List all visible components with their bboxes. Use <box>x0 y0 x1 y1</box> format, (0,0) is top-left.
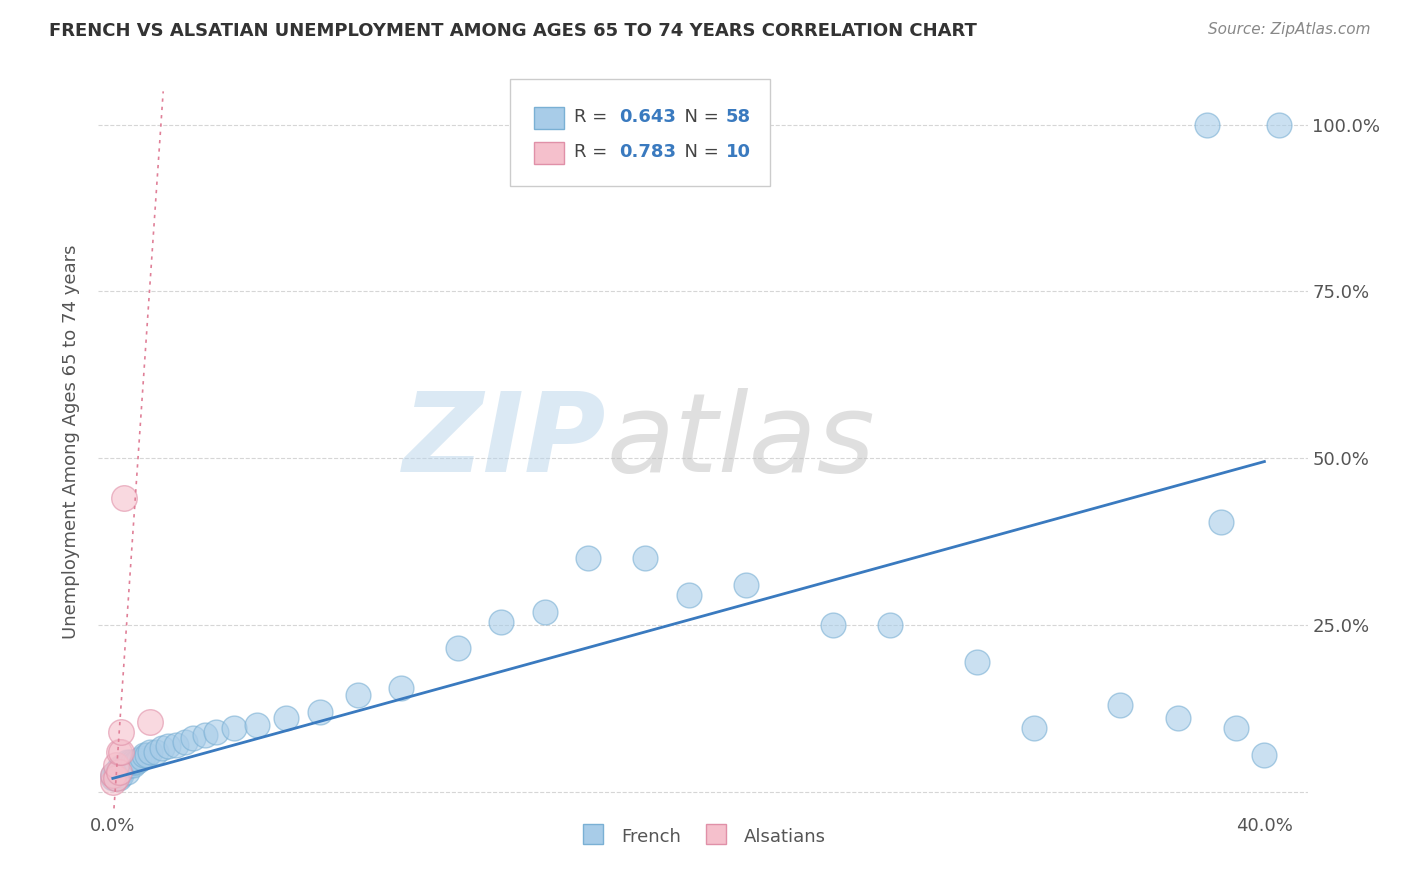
Point <box>139 745 162 759</box>
Point <box>1253 747 1275 762</box>
Text: atlas: atlas <box>606 388 875 495</box>
Point <box>821 618 844 632</box>
Text: N =: N = <box>673 143 724 161</box>
Point <box>107 764 129 779</box>
Point <box>139 714 162 729</box>
Point <box>1195 118 1218 132</box>
Point <box>274 711 297 725</box>
Point <box>122 755 145 769</box>
Point <box>136 747 159 762</box>
Point <box>101 772 124 786</box>
Point <box>101 774 124 789</box>
Point <box>104 764 127 779</box>
Point <box>122 758 145 772</box>
Point <box>1167 711 1189 725</box>
Text: Source: ZipAtlas.com: Source: ZipAtlas.com <box>1208 22 1371 37</box>
Point <box>104 758 127 772</box>
Text: 58: 58 <box>725 108 751 127</box>
FancyBboxPatch shape <box>509 78 769 186</box>
Point <box>173 734 195 748</box>
Text: ZIP: ZIP <box>402 388 606 495</box>
Point <box>107 761 129 775</box>
Point <box>205 724 228 739</box>
Point <box>128 753 150 767</box>
Point <box>533 605 555 619</box>
Point <box>110 768 132 782</box>
Point <box>389 681 412 696</box>
Point <box>107 764 129 779</box>
Point <box>112 758 135 772</box>
Point <box>447 641 470 656</box>
FancyBboxPatch shape <box>534 107 564 129</box>
Point <box>309 705 332 719</box>
FancyBboxPatch shape <box>534 142 564 164</box>
Point <box>112 761 135 775</box>
Legend: French, Alsatians: French, Alsatians <box>572 818 834 855</box>
Point <box>1022 722 1045 736</box>
Point <box>104 768 127 782</box>
Point <box>576 551 599 566</box>
Point <box>104 772 127 786</box>
Text: N =: N = <box>673 108 724 127</box>
Point <box>1211 515 1233 529</box>
Point <box>966 655 988 669</box>
Point <box>110 761 132 775</box>
Point <box>115 755 138 769</box>
Text: 0.643: 0.643 <box>620 108 676 127</box>
Text: R =: R = <box>574 108 613 127</box>
Point <box>134 747 156 762</box>
Point <box>110 764 132 779</box>
Point <box>879 618 901 632</box>
Point <box>107 745 129 759</box>
Point <box>115 764 138 779</box>
Point <box>735 578 758 592</box>
Point <box>194 728 217 742</box>
Point <box>120 755 142 769</box>
Point <box>678 588 700 602</box>
Y-axis label: Unemployment Among Ages 65 to 74 years: Unemployment Among Ages 65 to 74 years <box>62 244 80 639</box>
Text: 0.783: 0.783 <box>620 143 676 161</box>
Point <box>145 745 167 759</box>
Point <box>222 722 245 736</box>
Point <box>125 755 148 769</box>
Point <box>107 772 129 786</box>
Point <box>112 491 135 506</box>
Text: R =: R = <box>574 143 613 161</box>
Point <box>1109 698 1132 712</box>
Point <box>183 731 205 746</box>
Point <box>1225 722 1247 736</box>
Point <box>346 688 368 702</box>
Point <box>165 738 187 752</box>
Point <box>110 745 132 759</box>
Point <box>101 768 124 782</box>
Text: 10: 10 <box>725 143 751 161</box>
Point <box>131 751 153 765</box>
Point <box>246 718 269 732</box>
Point <box>110 724 132 739</box>
Text: FRENCH VS ALSATIAN UNEMPLOYMENT AMONG AGES 65 TO 74 YEARS CORRELATION CHART: FRENCH VS ALSATIAN UNEMPLOYMENT AMONG AG… <box>49 22 977 40</box>
Point <box>156 739 179 754</box>
Point <box>1268 118 1291 132</box>
Point <box>120 758 142 772</box>
Point <box>115 758 138 772</box>
Point <box>101 768 124 782</box>
Point <box>150 741 173 756</box>
Point <box>634 551 657 566</box>
Point <box>104 772 127 786</box>
Point <box>491 615 513 629</box>
